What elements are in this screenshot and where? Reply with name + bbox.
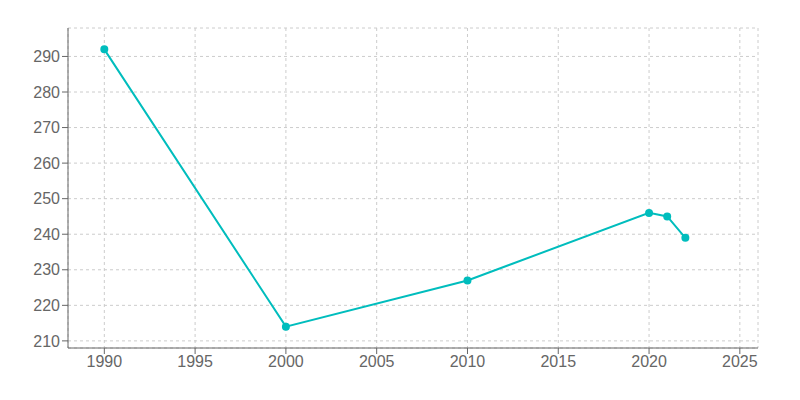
svg-text:240: 240 bbox=[33, 226, 60, 243]
svg-text:2005: 2005 bbox=[359, 353, 395, 370]
svg-text:2025: 2025 bbox=[722, 353, 758, 370]
svg-text:1995: 1995 bbox=[177, 353, 213, 370]
svg-text:270: 270 bbox=[33, 119, 60, 136]
svg-text:2000: 2000 bbox=[268, 353, 304, 370]
svg-text:220: 220 bbox=[33, 297, 60, 314]
svg-text:290: 290 bbox=[33, 48, 60, 65]
svg-text:2020: 2020 bbox=[631, 353, 667, 370]
svg-text:2010: 2010 bbox=[450, 353, 486, 370]
svg-text:260: 260 bbox=[33, 155, 60, 172]
svg-text:230: 230 bbox=[33, 261, 60, 278]
svg-text:1990: 1990 bbox=[87, 353, 123, 370]
svg-text:2015: 2015 bbox=[540, 353, 576, 370]
svg-text:280: 280 bbox=[33, 84, 60, 101]
svg-text:250: 250 bbox=[33, 190, 60, 207]
svg-text:210: 210 bbox=[33, 333, 60, 350]
